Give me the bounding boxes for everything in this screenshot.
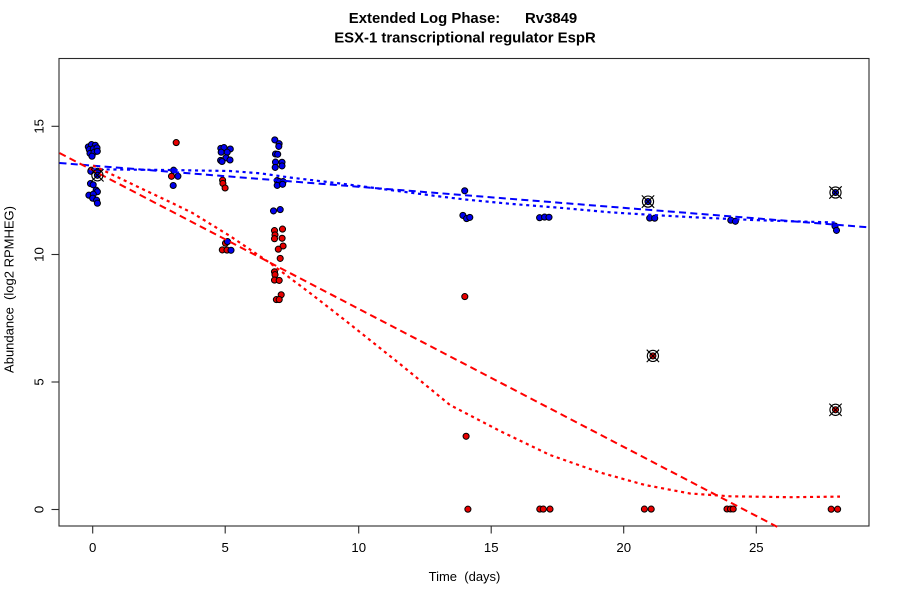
- svg-text:25: 25: [749, 540, 764, 555]
- svg-text:15: 15: [484, 540, 499, 555]
- svg-text:Extended Log Phase: Rv384: Extended Log Phase: Rv3849: [349, 11, 577, 27]
- svg-text:Abundance (log2 RPMHEG): Abundance (log2 RPMHEG): [2, 206, 17, 373]
- svg-text:0: 0: [89, 540, 96, 555]
- svg-text:15: 15: [31, 119, 46, 134]
- svg-text:0: 0: [31, 506, 46, 513]
- svg-text:Time (days): Time (days): [429, 569, 501, 584]
- svg-text:5: 5: [31, 378, 46, 385]
- svg-text:10: 10: [351, 540, 366, 555]
- svg-text:20: 20: [616, 540, 631, 555]
- svg-text:5: 5: [222, 540, 229, 555]
- svg-text:10: 10: [31, 247, 46, 262]
- svg-text:ESX-1 transcriptional regulato: ESX-1 transcriptional regulator EspR: [334, 31, 596, 47]
